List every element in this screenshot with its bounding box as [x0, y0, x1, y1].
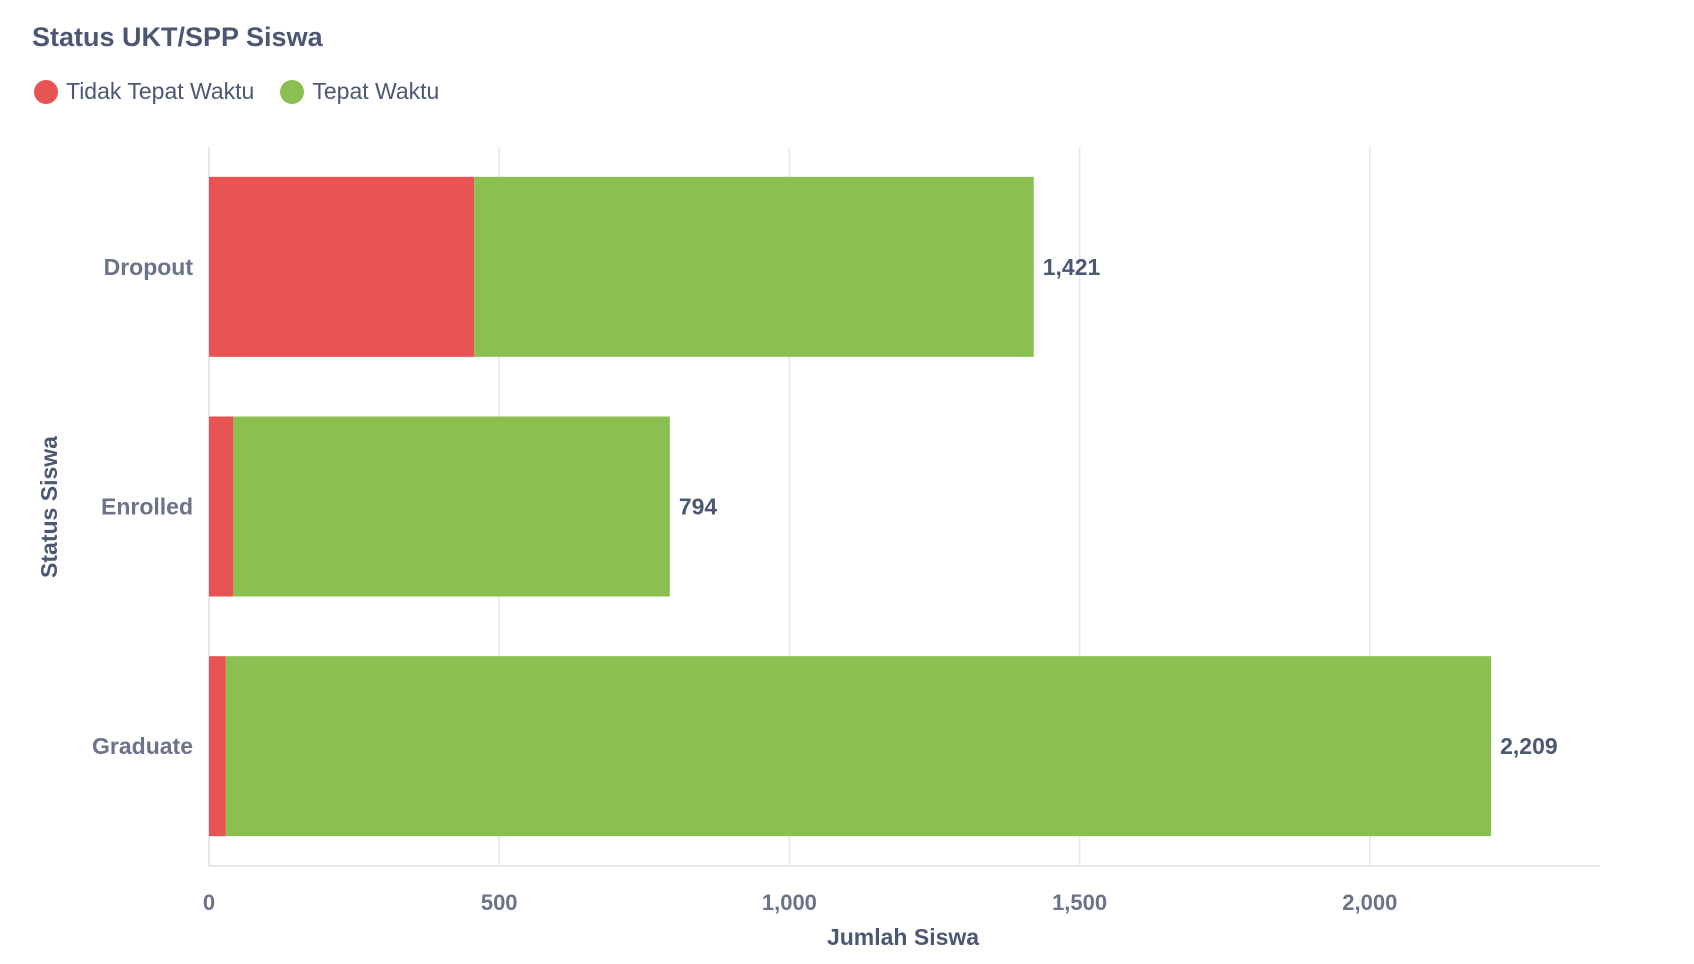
legend-item-tidak-tepat-waktu[interactable]: Tidak Tepat Waktu	[34, 78, 254, 105]
legend-label: Tidak Tepat Waktu	[66, 78, 255, 104]
y-tick-label: Enrolled	[101, 494, 193, 520]
bar-enrolled-tepat-waktu[interactable]	[233, 416, 670, 597]
labels: 0 500 1,000 1,500 2,000 Dropout 1,421 Enrolled 7…	[92, 254, 1558, 915]
legend-item-tepat-waktu[interactable]: Tepat Waktu	[280, 78, 439, 105]
bar-enrolled-tidak-tepat-waktu[interactable]	[209, 416, 234, 597]
x-tick-label: 2,000	[1342, 890, 1397, 915]
bar-graduate-tidak-tepat-waktu[interactable]	[209, 656, 226, 837]
total-data-label: 794	[679, 494, 718, 520]
legend: Tidak Tepat Waktu Tepat Waktu	[34, 78, 465, 105]
x-tick-label: 500	[481, 890, 518, 915]
x-tick-label: 1,500	[1052, 890, 1107, 915]
y-tick-label: Graduate	[92, 733, 193, 759]
y-axis-title: Status Siswa	[36, 436, 62, 578]
bar-dropout-tidak-tepat-waktu[interactable]	[209, 176, 475, 357]
x-tick-label: 1,000	[762, 890, 817, 915]
x-axis-title: Jumlah Siswa	[827, 924, 979, 950]
chart-title: Status UKT/SPP Siswa	[32, 22, 323, 52]
legend-label: Tepat Waktu	[312, 78, 440, 104]
total-data-label: 2,209	[1500, 733, 1558, 759]
bars	[209, 176, 1492, 837]
bar-graduate-tepat-waktu[interactable]	[225, 656, 1492, 837]
bar-dropout-tepat-waktu[interactable]	[474, 176, 1034, 357]
y-tick-label: Dropout	[104, 254, 194, 280]
total-data-label: 1,421	[1043, 254, 1101, 280]
legend-dot-icon	[280, 79, 305, 104]
legend-dot-icon	[34, 79, 58, 104]
x-tick-label: 0	[203, 890, 215, 915]
